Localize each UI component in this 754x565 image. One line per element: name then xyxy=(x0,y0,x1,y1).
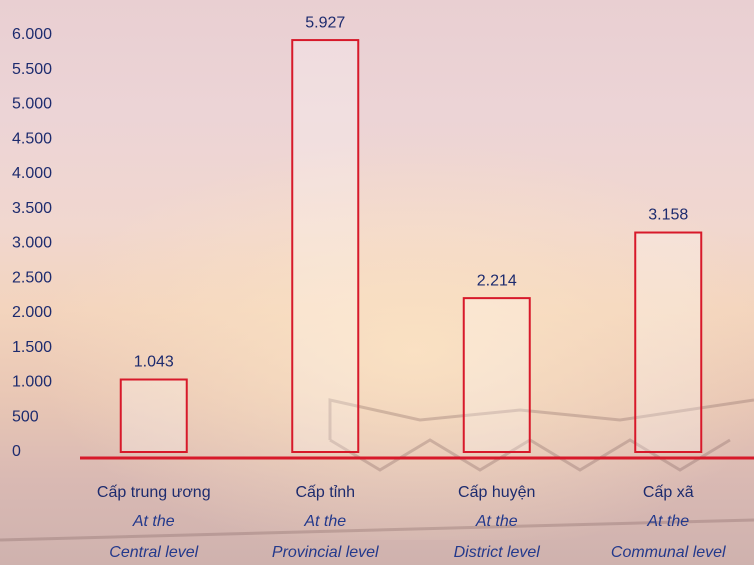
y-tick-label: 3.500 xyxy=(12,200,52,217)
y-tick-label: 1.000 xyxy=(12,374,52,391)
bar xyxy=(634,231,703,453)
y-tick-label: 5.500 xyxy=(12,61,52,78)
bar xyxy=(462,297,531,454)
x-tick-sublabel: Communal level xyxy=(611,544,726,561)
value-label: 2.214 xyxy=(477,272,517,289)
y-tick-label: 4.000 xyxy=(12,165,52,182)
bar xyxy=(291,39,360,454)
x-tick-sublabel: Central level xyxy=(109,544,198,561)
x-tick-sublabel: At the xyxy=(475,513,518,530)
x-tick-sublabel: District level xyxy=(454,544,541,561)
x-tick-label: Cấp xã xyxy=(643,484,694,501)
y-tick-label: 500 xyxy=(12,408,39,425)
y-tick-label: 2.000 xyxy=(12,304,52,321)
bar xyxy=(119,378,188,454)
value-label: 5.927 xyxy=(305,14,345,31)
y-tick-label: 1.500 xyxy=(12,339,52,356)
value-label: 3.158 xyxy=(648,207,688,224)
y-tick-label: 0 xyxy=(12,443,21,460)
x-tick-sublabel: At the xyxy=(303,513,346,530)
x-tick-label: Cấp huyện xyxy=(458,484,535,501)
x-tick-sublabel: At the xyxy=(132,513,175,530)
x-tick-label: Cấp trung ương xyxy=(97,484,211,501)
x-tick-sublabel: At the xyxy=(646,513,689,530)
y-tick-label: 4.500 xyxy=(12,130,52,147)
x-tick-sublabel: Provincial level xyxy=(272,544,379,561)
x-tick-label: Cấp tỉnh xyxy=(295,484,355,501)
glow xyxy=(0,120,754,540)
y-tick-label: 2.500 xyxy=(12,269,52,286)
y-tick-label: 6.000 xyxy=(12,26,52,43)
value-label: 1.043 xyxy=(134,354,174,371)
y-tick-label: 5.000 xyxy=(12,96,52,113)
y-tick-label: 3.000 xyxy=(12,235,52,252)
